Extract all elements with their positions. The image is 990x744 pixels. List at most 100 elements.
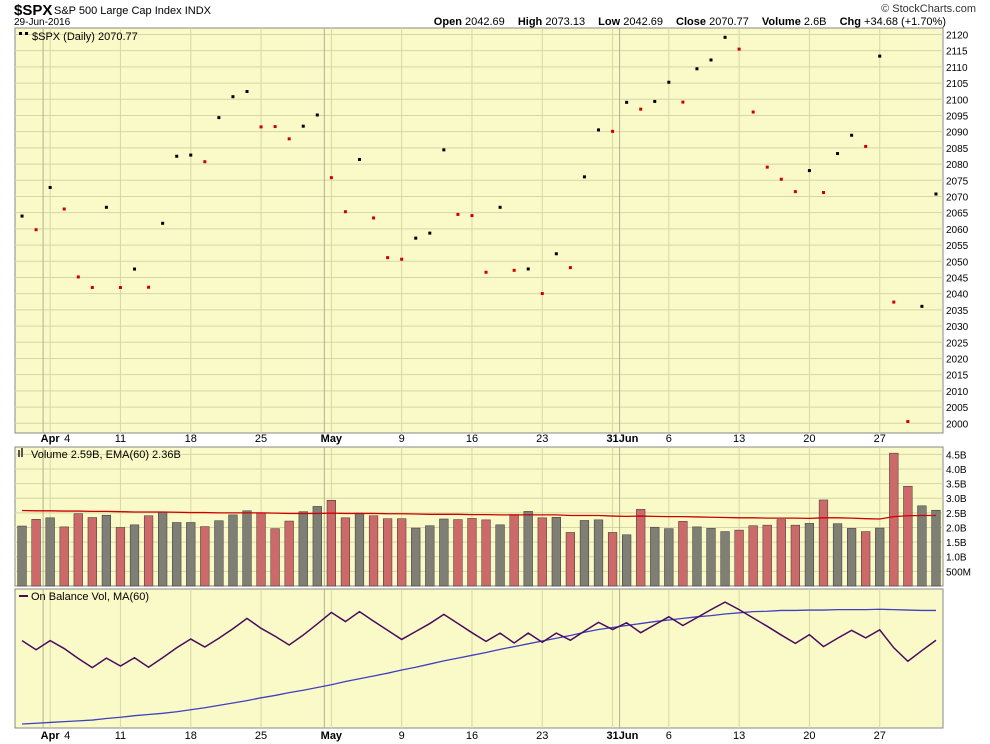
price-point xyxy=(372,216,376,220)
x-tick-label: 16 xyxy=(466,730,478,742)
volume-bar xyxy=(495,524,505,587)
volume-bar xyxy=(762,524,772,587)
price-point xyxy=(639,107,643,111)
price-point xyxy=(807,169,811,173)
low-value: 2042.69 xyxy=(623,16,663,28)
x-tick-label: 18 xyxy=(185,433,197,445)
price-point xyxy=(709,58,713,62)
legend-marker-up xyxy=(25,32,28,35)
price-point xyxy=(611,129,615,133)
price-point xyxy=(751,110,755,114)
x-tick-label: 13 xyxy=(733,730,745,742)
y-tick-label: 2020 xyxy=(946,354,969,365)
y-tick-label: 1.0B xyxy=(946,553,967,564)
x-tick-label: 6 xyxy=(666,433,672,445)
y-tick-label: 2085 xyxy=(946,144,969,155)
x-tick-label: Jun xyxy=(619,433,639,445)
legend-marker-bar xyxy=(18,450,20,457)
x-tick-label: 23 xyxy=(536,730,548,742)
price-point xyxy=(512,268,516,272)
price-point xyxy=(850,133,854,137)
volume-bar xyxy=(312,506,322,587)
y-tick-label: 3.0B xyxy=(946,494,967,505)
price-point xyxy=(175,154,179,158)
volume-bar xyxy=(776,519,786,587)
price-point xyxy=(695,67,699,71)
price-point xyxy=(343,210,347,214)
volume-bar xyxy=(861,531,871,587)
price-point xyxy=(681,100,685,104)
volume-bar xyxy=(903,485,913,587)
volume-legend: Volume 2.59B, EMA(60) 2.36B xyxy=(31,449,181,461)
x-tick-label: 4 xyxy=(64,433,70,445)
x-tick-label: May xyxy=(321,433,343,445)
volume-bar xyxy=(284,520,294,587)
volume-bar xyxy=(931,509,941,587)
x-tick-label: May xyxy=(321,730,343,742)
volume-bar xyxy=(87,517,97,587)
volume-bar xyxy=(875,527,885,587)
chg-label: Chg xyxy=(839,16,861,28)
volume-bar xyxy=(537,517,547,587)
volume-bar xyxy=(832,523,843,587)
price-point xyxy=(779,177,783,181)
price-point xyxy=(147,285,151,289)
price-point xyxy=(934,192,938,196)
y-tick-label: 2045 xyxy=(946,273,969,284)
symbol-name: S&P 500 Large Cap Index INDX xyxy=(54,5,211,17)
y-tick-label: 2055 xyxy=(946,241,969,252)
price-point xyxy=(737,47,741,51)
price-point xyxy=(414,236,418,240)
volume-background xyxy=(14,446,944,587)
volume-bar xyxy=(636,509,646,587)
volume-bar xyxy=(298,511,308,587)
volume-bar xyxy=(846,528,857,587)
x-tick-label: 6 xyxy=(666,730,672,742)
y-tick-label: 2040 xyxy=(946,290,969,301)
y-tick-label: 4.5B xyxy=(946,450,967,461)
volume-bar xyxy=(804,523,815,587)
volume-bar xyxy=(411,527,421,587)
price-point xyxy=(836,152,840,156)
volume-bar xyxy=(172,522,182,587)
volume-bar xyxy=(186,522,196,587)
volume-bar xyxy=(115,527,126,587)
x-tick-label: 31 xyxy=(606,433,618,445)
x-tick-label: 31 xyxy=(606,730,618,742)
volume-bar xyxy=(17,525,27,587)
volume-bar xyxy=(129,524,140,587)
price-point xyxy=(625,100,629,104)
low-label: Low xyxy=(598,16,621,28)
volume-bar xyxy=(73,513,83,587)
y-tick-label: 4.0B xyxy=(946,465,967,476)
chart-date: 29-Jun-2016 xyxy=(14,17,71,28)
volume-bar xyxy=(678,521,688,587)
y-tick-label: 2025 xyxy=(946,338,969,349)
ohlc-summary: Open 2042.69 High 2073.13 Low 2042.69 Cl… xyxy=(434,16,946,28)
price-point xyxy=(723,35,727,39)
volume-bar xyxy=(453,519,463,587)
y-tick-label: 2060 xyxy=(946,225,969,236)
obv-line xyxy=(21,601,937,669)
y-tick-label: 2070 xyxy=(946,192,969,203)
price-point xyxy=(878,54,882,58)
x-tick-label: 11 xyxy=(115,433,126,445)
open-label: Open xyxy=(433,16,462,28)
volume-bar xyxy=(158,512,168,587)
price-background xyxy=(14,27,944,434)
y-tick-label: 2005 xyxy=(946,403,969,414)
price-point xyxy=(259,125,263,129)
volume-bar xyxy=(368,515,379,587)
x-tick-label: Apr xyxy=(41,433,61,445)
y-tick-label: 2010 xyxy=(946,387,969,398)
price-point xyxy=(653,99,657,103)
volume-panel: 500M 1.0B 1.5B 2.0B 2.5B 3.0B 3.5B 4.0B 4.5B Volu… xyxy=(14,446,971,587)
price-point xyxy=(765,165,769,169)
volume-bar xyxy=(889,452,899,587)
volume-bar xyxy=(101,514,112,587)
x-tick-label: 4 xyxy=(64,730,70,742)
x-tick-label: 16 xyxy=(466,433,478,445)
volume-bar xyxy=(242,510,252,587)
x-tick-label: 20 xyxy=(803,433,815,445)
price-point xyxy=(428,231,432,235)
